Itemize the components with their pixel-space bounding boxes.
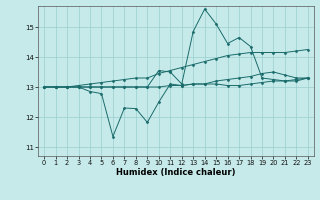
X-axis label: Humidex (Indice chaleur): Humidex (Indice chaleur) [116, 168, 236, 177]
